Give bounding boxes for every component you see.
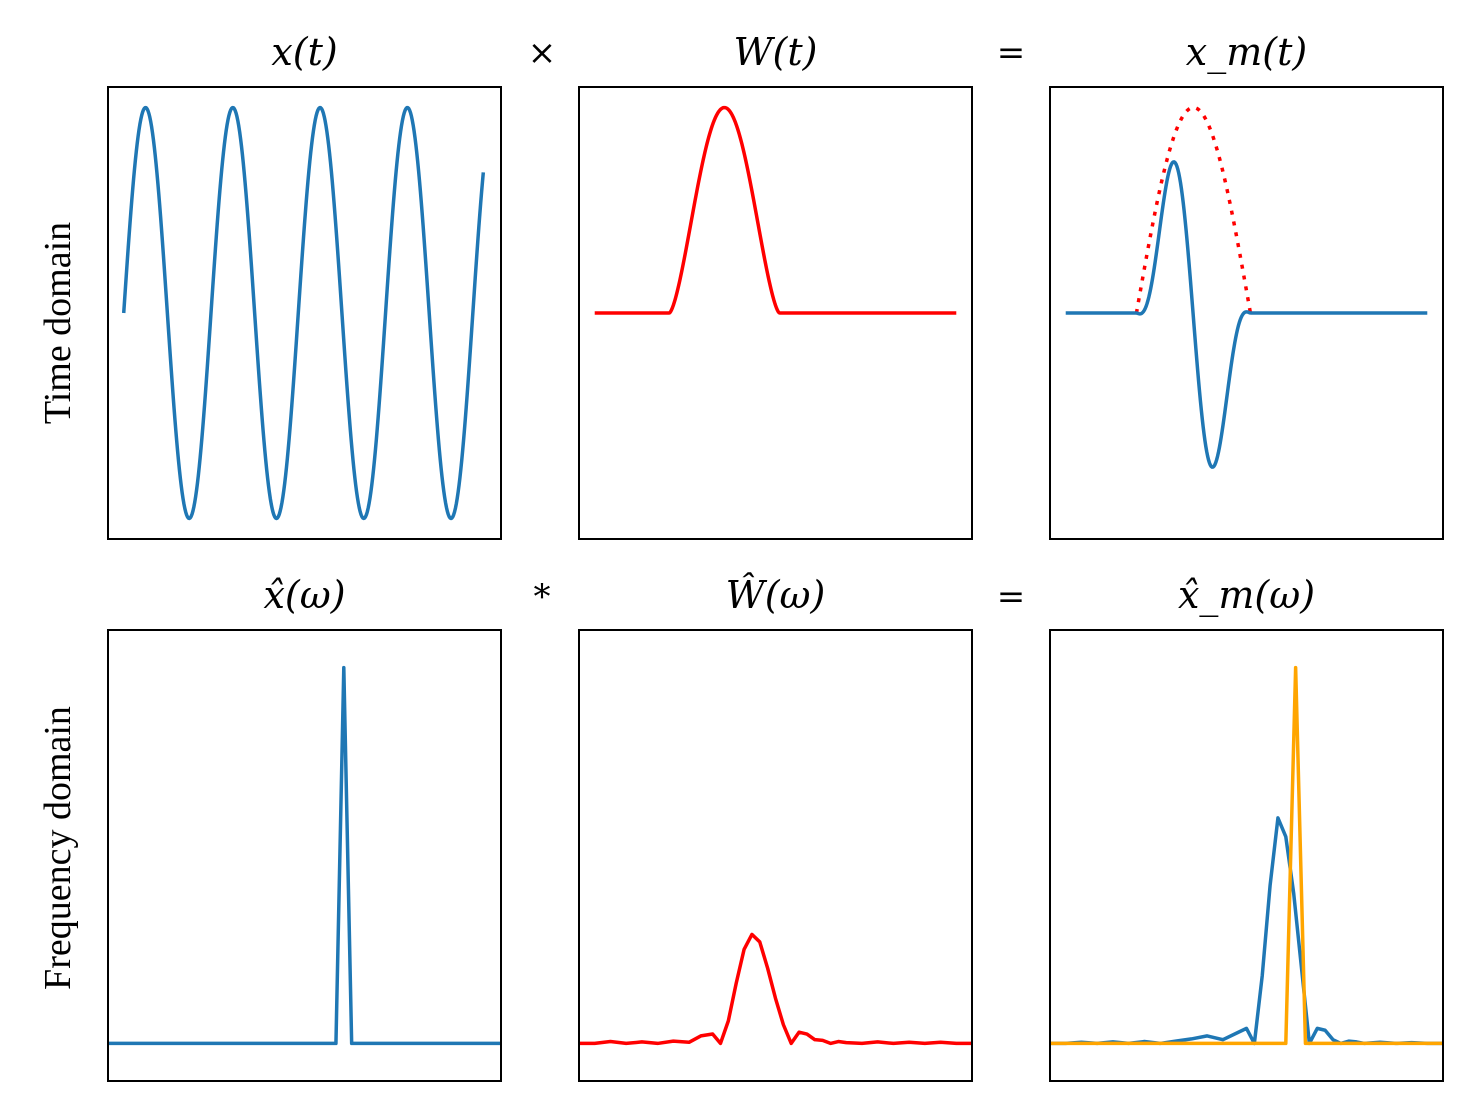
series-line-0 [593,105,958,315]
panel-xm-t: x_m(t) [1049,30,1444,540]
row-label-time-domain: Time domain [37,222,79,424]
axes-frame [107,629,502,1082]
panel-x-hat-omega: x̂(ω) [107,573,502,1082]
panel-title: x̂_m(ω) [1178,573,1315,618]
axes-frame [1049,629,1444,1082]
series-line-0 [108,665,501,1046]
operator-equals-frequency: = [997,577,1026,617]
axes-frame [107,86,502,540]
panel-title: x_m(t) [1186,30,1307,75]
panel-title: x̂(ω) [263,573,345,617]
panel-title: x(t) [271,30,337,74]
panel-title: Ŵ(ω) [726,573,826,617]
operator-convolve: * [534,577,551,617]
series-line-0 [579,932,972,1046]
axes-frame [1049,86,1444,540]
series-line-0 [121,105,486,521]
series-line-0 [1050,816,1443,1046]
operator-equals-time: = [997,33,1026,73]
panel-w-hat-omega: Ŵ(ω) [578,573,973,1082]
row-label-frequency-domain: Frequency domain [37,706,79,990]
axes-frame [578,629,973,1082]
panel-x-t: x(t) [107,30,502,540]
series-line-1 [1064,160,1429,469]
operator-multiply: × [528,33,557,73]
panel-w-t: W(t) [578,30,973,540]
panel-title: W(t) [734,30,818,74]
panel-xm-hat-omega: x̂_m(ω) [1049,573,1444,1082]
axes-frame [578,86,973,540]
series-line-1 [1050,665,1443,1046]
